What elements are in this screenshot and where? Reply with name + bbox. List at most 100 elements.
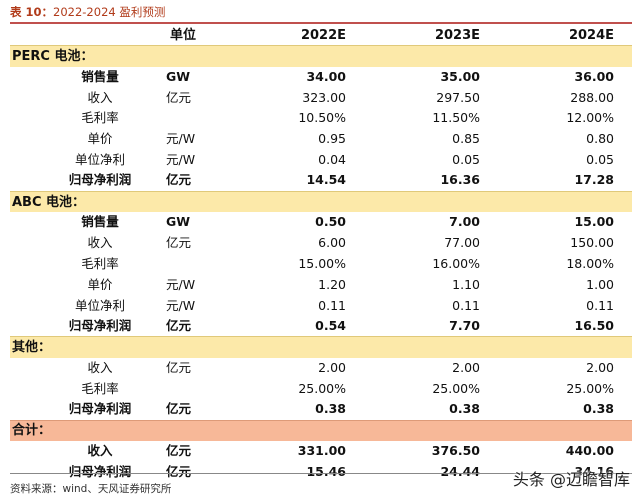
row-label: 销售量 [81,214,119,230]
value-cell: 0.38 [315,401,346,417]
value-cell: 15.00 [574,214,614,230]
row-unit: 元/W [166,151,196,167]
table-row: 单价 元/W 1.20 1.10 1.00 [10,275,632,296]
row-label: 归母净利润 [68,401,132,417]
section-fill-cell [364,190,498,213]
section-fill-cell [160,336,230,358]
value-cell: 288.00 [570,89,614,105]
header-row: 单位 2022E 2023E 2024E [10,25,632,46]
row-unit: 亿元 [166,172,192,188]
value-cell: 7.70 [449,318,480,334]
table-row: 毛利率 10.50% 11.50% 12.00% [10,108,632,129]
table-row: 单价 元/W 0.95 0.85 0.80 [10,129,632,150]
value-cell: 2.00 [452,359,480,375]
header-year: 2023E [434,27,480,43]
row-label: 单价 [87,131,113,147]
value-cell: 16.36 [440,172,480,188]
value-cell: 0.50 [315,214,346,230]
row-unit: 元/W [166,297,196,313]
value-cell: 331.00 [297,443,346,459]
value-cell: 323.00 [302,89,346,105]
row-unit: 亿元 [166,359,192,375]
value-cell: 34.16 [574,463,614,479]
row-label: 收入 [87,443,113,459]
value-cell: 25.00% [298,380,346,396]
section-fill-cell [230,45,364,67]
row-label: 单价 [87,276,113,292]
value-cell: 12.00% [566,110,614,126]
value-cell: 0.05 [452,151,480,167]
section-fill-cell [498,419,632,441]
source-note: 资料来源：wind、天风证券研究所 [10,483,172,495]
table-row: 归母净利润 亿元 14.54 16.36 17.28 [10,171,632,192]
row-unit: 元/W [166,276,196,292]
row-label: 单位净利 [74,297,125,313]
table-title: 表 10：2022-2024 盈利预测 [10,4,165,22]
header-blank [10,25,160,46]
row-label: 毛利率 [81,255,119,271]
table-row: 归母净利润 亿元 15.46 24.44 34.16 [10,462,632,483]
row-label: 单位净利 [74,151,125,167]
value-cell: 0.38 [583,401,614,417]
value-cell: 2.00 [318,359,346,375]
row-unit: 亿元 [166,463,192,479]
table-title-label: 表 10： [10,5,54,19]
value-cell: 36.00 [574,68,614,84]
row-label: 销售量 [81,68,119,84]
section-row: 合计： [10,419,632,441]
header-year: 2024E [568,27,614,43]
value-cell: 376.50 [431,443,480,459]
section-row: ABC 电池： [10,190,632,213]
value-cell: 0.11 [318,297,346,313]
row-label: 毛利率 [81,380,119,396]
top-rule [10,22,632,24]
row-unit [160,379,230,400]
value-cell: 10.50% [298,110,346,126]
value-cell: 35.00 [440,68,480,84]
value-cell: 15.46 [306,463,346,479]
header-unit: 单位 [170,27,197,43]
row-label: 归母净利润 [68,318,132,334]
forecast-table: 单位 2022E 2023E 2024E PERC 电池： 销售量 GW 34.00 3… [10,25,632,483]
section-row: 其他： [10,336,632,358]
value-cell: 0.05 [586,151,614,167]
value-cell: 18.00% [566,255,614,271]
value-cell: 0.04 [318,151,346,167]
bottom-rule [10,473,632,474]
table-row: 收入 亿元 331.00 376.50 440.00 [10,441,632,462]
table-row: 归母净利润 亿元 0.38 0.38 0.38 [10,399,632,420]
row-unit: 亿元 [166,235,192,251]
table-row: 归母净利润 亿元 0.54 7.70 16.50 [10,316,632,337]
table-row: 销售量 GW 0.50 7.00 15.00 [10,212,632,233]
value-cell: 77.00 [444,235,480,251]
value-cell: 25.00% [566,380,614,396]
row-unit: 亿元 [166,401,192,417]
section-title: PERC 电池： [10,45,160,67]
value-cell: 0.54 [315,318,346,334]
row-label: 收入 [87,89,113,105]
table-body: PERC 电池： 销售量 GW 34.00 35.00 36.00 收入 亿元 323.00 29… [10,45,632,483]
section-fill-cell [498,45,632,67]
value-cell: 0.11 [586,297,614,313]
value-cell: 1.00 [586,276,614,292]
row-unit [160,254,230,275]
value-cell: 6.00 [318,235,346,251]
section-fill-cell [230,190,364,213]
value-cell: 440.00 [565,443,614,459]
value-cell: 2.00 [586,359,614,375]
section-fill-cell [364,419,498,441]
value-cell: 1.10 [452,276,480,292]
section-fill-cell [230,336,364,358]
row-unit [160,108,230,129]
row-label: 归母净利润 [68,463,132,479]
section-fill-cell [160,419,230,441]
value-cell: 16.50 [574,318,614,334]
section-fill-cell [498,336,632,358]
section-title: 合计： [10,419,160,441]
value-cell: 16.00% [432,255,480,271]
table-title-text: 2022-2024 盈利预测 [53,5,166,19]
section-fill-cell [160,190,230,213]
row-unit: GW [166,214,191,230]
value-cell: 7.00 [449,214,480,230]
section-fill-cell [364,45,498,67]
